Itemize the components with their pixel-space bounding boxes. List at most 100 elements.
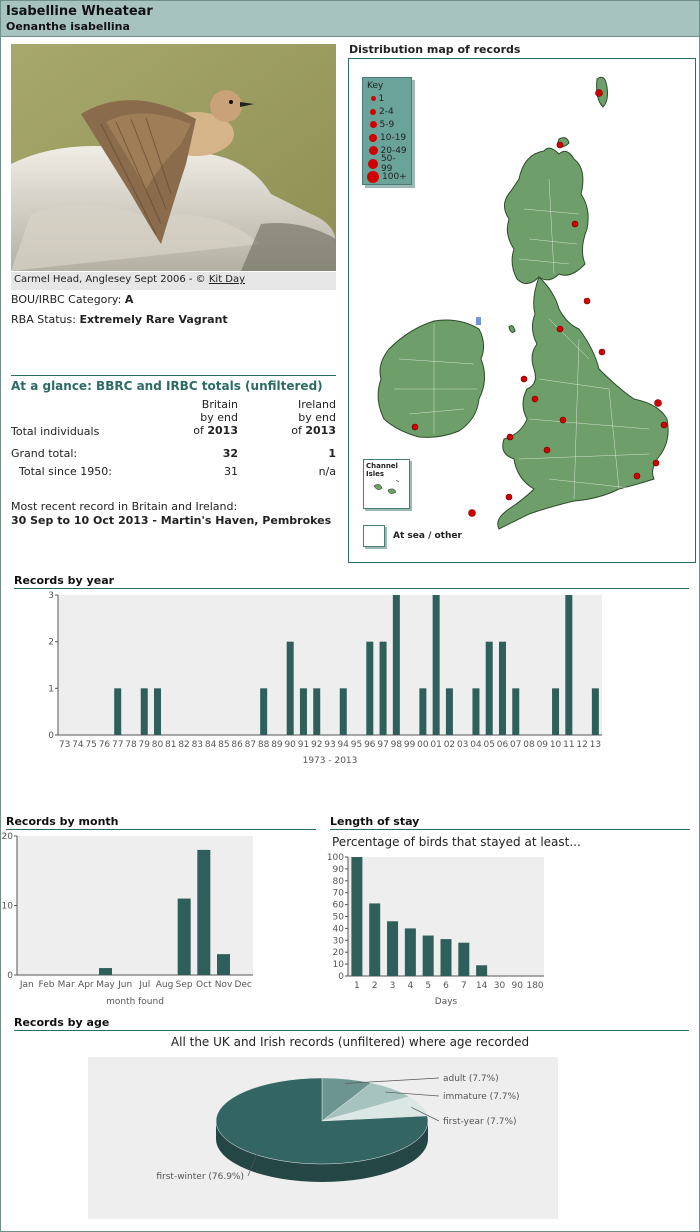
key-label: 5-9 — [379, 119, 395, 130]
caption-text: Carmel Head, Anglesey Sept 2006 - © — [14, 274, 209, 285]
map-isle-of-man — [508, 325, 516, 333]
rba-status-value: Extremely Rare Vagrant — [79, 313, 228, 326]
britain-header: Britain by end of 2013 — [180, 398, 238, 437]
key-dot — [367, 170, 379, 183]
x-tick-label: 3 — [390, 981, 396, 991]
x-tick-label: 14 — [476, 981, 488, 991]
x-tick-label: 90 — [284, 740, 296, 750]
bar — [299, 688, 307, 735]
x-tick-label: 79 — [139, 740, 151, 750]
x-tick-label: 01 — [430, 740, 441, 750]
since-1950-label: Total since 1950: — [19, 465, 112, 478]
records-by-month-chart: 0 10 20 Jan Feb Mar Apr May Jun Jul Aug Sep Oct Nov De… — [2, 832, 253, 1007]
x-tick-label: 07 — [510, 740, 521, 750]
x-tick-label: Jan — [19, 980, 34, 990]
bar — [419, 688, 427, 735]
y-tick-label: 3 — [48, 591, 54, 601]
bar — [512, 688, 520, 735]
common-name: Isabelline Wheatear — [6, 4, 153, 19]
y-tick-label: 0 — [7, 971, 13, 981]
bar — [565, 595, 573, 735]
distribution-map: Key 1 2-4 5-9 10-19 20-49 50-99 100+ Channel I… — [348, 58, 696, 563]
bar — [485, 641, 493, 735]
x-tick-label: 88 — [258, 740, 270, 750]
records-by-age-subtitle: All the UK and Irish records (unfiltered… — [170, 1035, 530, 1049]
channel-isles-inset: Channel Isles — [363, 459, 410, 509]
plot-area — [58, 595, 602, 735]
bar — [472, 688, 480, 735]
category-value: A — [124, 293, 134, 306]
pie-leader-line — [247, 1149, 260, 1177]
y-tick-label: 80 — [333, 877, 345, 887]
x-tick-label: 78 — [125, 740, 137, 750]
key-dot — [369, 133, 377, 142]
bar — [387, 921, 399, 976]
x-tick-label: 06 — [497, 740, 509, 750]
records-by-month-title: Records by month — [6, 815, 316, 830]
y-tick-label: 0 — [338, 972, 344, 982]
x-tick-label: 95 — [351, 740, 362, 750]
y-tick-label: 70 — [333, 889, 345, 899]
x-tick-label: 180 — [526, 981, 543, 991]
x-tick-label: 90 — [512, 981, 524, 991]
photo-caption: Carmel Head, Anglesey Sept 2006 - © Kit … — [11, 272, 336, 290]
y-tick-label: 90 — [333, 865, 345, 875]
x-tick-label: 03 — [457, 740, 468, 750]
records-by-age-chart: adult (7.7%) immature (7.7%) first-year (7… — [88, 1057, 558, 1219]
x-tick-label: 30 — [494, 981, 506, 991]
bar — [313, 688, 321, 735]
x-tick-label: 13 — [590, 740, 601, 750]
x-tick-label: 76 — [99, 740, 111, 750]
recent-record-label: Most recent record in Britain and Irelan… — [11, 500, 238, 513]
pie-label: first-winter (76.9%) — [156, 1172, 244, 1182]
bar — [445, 688, 453, 735]
key-label: 20-49 — [380, 145, 407, 156]
bar — [286, 641, 294, 735]
grand-total-label: Grand total: — [11, 447, 78, 460]
pie-label: adult (7.7%) — [443, 1074, 499, 1084]
rba-status-row: RBA Status: Extremely Rare Vagrant — [11, 313, 228, 326]
ireland-header: Ireland by end of 2013 — [278, 398, 336, 437]
bar — [114, 688, 122, 735]
x-tick-label: 04 — [470, 740, 482, 750]
at-sea-label: At sea / other — [393, 531, 462, 541]
x-tick-label: 4 — [407, 981, 413, 991]
y-tick-label: 2 — [48, 638, 54, 648]
key-dot — [369, 121, 377, 128]
x-tick-label: Mar — [58, 980, 75, 990]
x-tick-label: 97 — [377, 740, 388, 750]
x-tick-label: 87 — [245, 740, 256, 750]
records-by-year-title: Records by year — [14, 574, 689, 589]
x-tick-label: 05 — [483, 740, 494, 750]
map-scotland — [504, 147, 589, 284]
recent-record-value: 30 Sep to 10 Oct 2013 - Martin's Haven, … — [11, 514, 332, 527]
bar — [366, 641, 374, 735]
x-tick-label: 98 — [391, 740, 403, 750]
channel-label-line2: Isles — [366, 470, 385, 478]
bar — [217, 954, 230, 975]
photo-credit-link[interactable]: Kit Day — [208, 274, 246, 285]
x-tick-label: Nov — [215, 980, 233, 990]
x-tick-label: 73 — [59, 740, 70, 750]
map-england-wales — [497, 276, 669, 530]
britain-head-of: of — [193, 424, 208, 437]
y-tick-label: 20 — [333, 948, 345, 958]
x-tick-label: 92 — [311, 740, 322, 750]
category-row: BOU/IRBC Category: A — [11, 293, 133, 306]
grand-total-ireland: 1 — [328, 447, 336, 460]
x-tick-label: 75 — [85, 740, 96, 750]
x-tick-label: Jun — [117, 980, 132, 990]
bar — [476, 965, 488, 976]
bar — [351, 857, 363, 976]
map-ireland — [377, 319, 485, 438]
x-tick-label: 1 — [354, 981, 360, 991]
channel-label-line1: Channel — [366, 462, 398, 470]
pie-leader-line — [411, 1107, 440, 1122]
x-tick-label: 00 — [417, 740, 429, 750]
bar — [498, 641, 506, 735]
x-tick-label: 84 — [205, 740, 217, 750]
key-row: 1 — [367, 92, 407, 105]
total-individuals-label: Total individuals — [11, 425, 100, 438]
key-label: 2-4 — [379, 106, 394, 117]
